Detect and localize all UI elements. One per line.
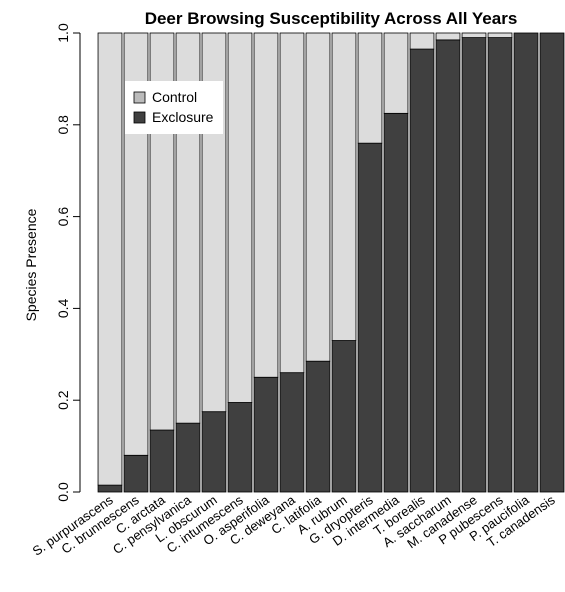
bar-exclosure	[227, 402, 253, 493]
bar-exclosure	[305, 360, 331, 493]
y-tick-label: 1.0	[55, 23, 71, 43]
y-axis: 0.0 0.2 0.4 0.6 0.8 1.0	[55, 23, 81, 502]
bar-control	[409, 32, 435, 50]
bars-group	[97, 32, 565, 493]
bar-control	[227, 32, 253, 403]
bar-exclosure	[331, 340, 357, 493]
bar-exclosure	[149, 429, 175, 493]
bar-exclosure	[253, 376, 279, 493]
bar-exclosure	[97, 484, 123, 493]
legend-swatch	[133, 111, 146, 124]
y-tick-label: 0.8	[55, 115, 71, 135]
bar-exclosure	[435, 39, 461, 493]
bar-exclosure	[123, 454, 149, 493]
legend: Control Exclosure	[125, 81, 223, 134]
y-tick-label: 0.4	[55, 298, 71, 318]
bar-exclosure	[461, 37, 487, 493]
bar-control	[357, 32, 383, 144]
bar-exclosure	[357, 142, 383, 493]
bar-control	[487, 32, 513, 38]
legend-swatch	[133, 91, 146, 104]
bar-exclosure	[383, 112, 409, 493]
bar-control	[305, 32, 331, 362]
bar-exclosure	[201, 411, 227, 493]
bar-exclosure	[487, 37, 513, 493]
bar-exclosure	[175, 422, 201, 493]
bar-exclosure	[539, 32, 565, 493]
y-tick-label: 0.2	[55, 390, 71, 410]
bar-control	[97, 32, 123, 486]
legend-label: Exclosure	[152, 109, 214, 125]
bar-control	[435, 32, 461, 41]
y-axis-label: Species Presence	[23, 208, 39, 321]
legend-box	[125, 81, 223, 134]
bar-exclosure	[279, 372, 305, 493]
legend-label: Control	[152, 89, 197, 105]
bar-control	[383, 32, 409, 114]
y-tick-label: 0.6	[55, 207, 71, 227]
bar-control	[279, 32, 305, 374]
bar-control	[123, 32, 149, 456]
bar-control	[461, 32, 487, 38]
bar-control	[253, 32, 279, 378]
bar-exclosure	[409, 48, 435, 493]
bar-control	[331, 32, 357, 341]
bar-exclosure	[513, 32, 539, 493]
y-tick-label: 0.0	[55, 482, 71, 502]
chart-title: Deer Browsing Susceptibility Across All …	[145, 9, 518, 28]
